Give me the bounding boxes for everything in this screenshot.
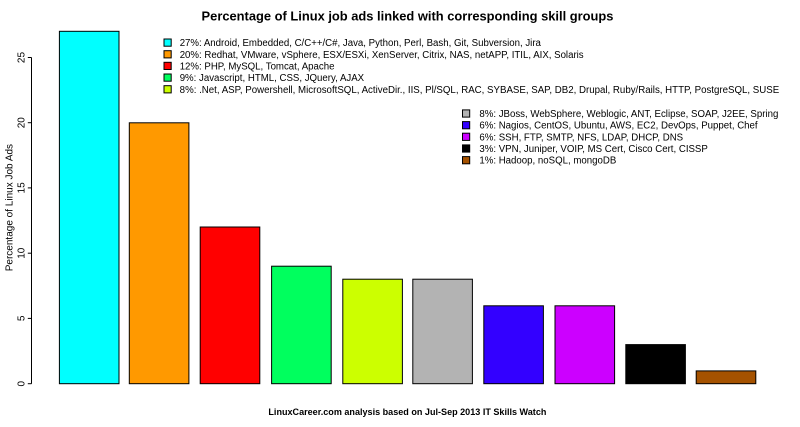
svg-text:20: 20 — [17, 117, 28, 129]
svg-text:1%: Hadoop, noSQL, mongoDB: 1%: Hadoop, noSQL, mongoDB — [479, 156, 616, 167]
svg-text:25: 25 — [17, 52, 28, 64]
svg-text:Percentage of Linux job ads li: Percentage of Linux job ads linked with … — [202, 9, 614, 24]
svg-text:3%: VPN, Juniper, VOIP, MS Cer: 3%: VPN, Juniper, VOIP, MS Cert, Cisco C… — [479, 144, 707, 155]
svg-text:LinuxCareer.com analysis based: LinuxCareer.com analysis based on Jul-Se… — [268, 407, 546, 418]
svg-text:20%: Redhat, VMware, vSphere,: 20%: Redhat, VMware, vSphere, ESX/ESXi, … — [180, 50, 584, 61]
svg-text:8%: .Net, ASP, Powershell, Mic: 8%: .Net, ASP, Powershell, MicrosoftSQL,… — [180, 85, 780, 96]
svg-text:12%: PHP, MySQL, Tomcat, Apach: 12%: PHP, MySQL, Tomcat, Apache — [180, 61, 335, 72]
svg-text:10: 10 — [17, 247, 28, 259]
svg-text:9%: Javascript, HTML, CSS, JQu: 9%: Javascript, HTML, CSS, JQuery, AJAX — [180, 73, 365, 84]
svg-text:6%: SSH, FTP, SMTP, NFS, LDAP,: 6%: SSH, FTP, SMTP, NFS, LDAP, DHCP, DNS — [479, 132, 683, 143]
svg-text:27%: Android, Embedded, C/C++/: 27%: Android, Embedded, C/C++/C#, Java, … — [180, 38, 542, 49]
svg-text:5: 5 — [17, 315, 28, 321]
svg-text:Percentage of Linux Job Ads: Percentage of Linux Job Ads — [4, 144, 15, 271]
svg-text:0: 0 — [17, 380, 28, 386]
svg-text:15: 15 — [17, 182, 28, 194]
svg-text:8%: JBoss, WebSphere, Weblogic: 8%: JBoss, WebSphere, Weblogic, ANT, Ecl… — [479, 109, 778, 120]
svg-text:6%: Nagios, CentOS, Ubuntu, AW: 6%: Nagios, CentOS, Ubuntu, AWS, EC2, De… — [479, 121, 758, 132]
